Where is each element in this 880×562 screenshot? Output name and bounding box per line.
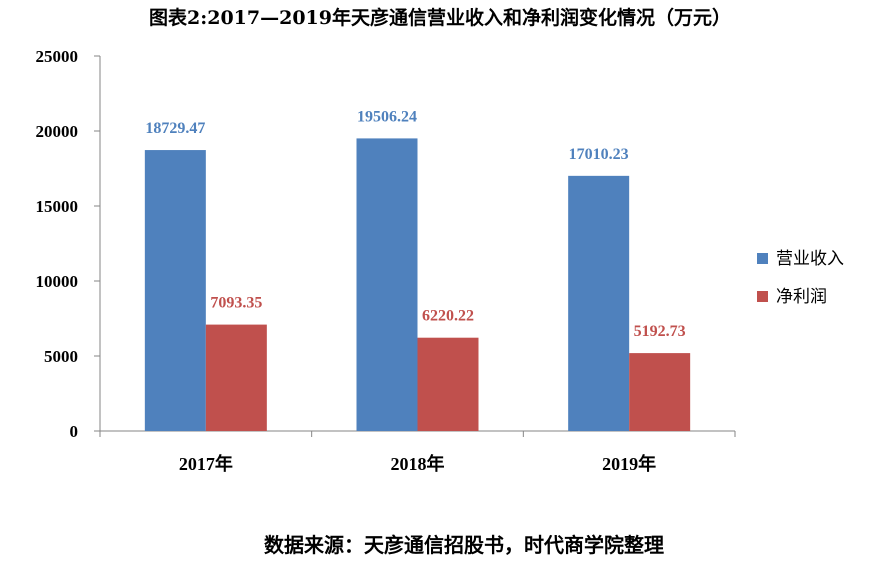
bar-revenue: [144, 150, 206, 431]
y-tick-label: 10000: [36, 272, 79, 291]
bar-net-profit: [205, 324, 267, 431]
y-tick-label: 0: [70, 422, 79, 441]
x-category-label: 2017年: [179, 453, 233, 474]
bar-net-profit: [417, 337, 479, 431]
y-tick-label: 5000: [44, 347, 78, 366]
legend-label: 净利润: [776, 287, 827, 307]
legend-swatch: [757, 253, 768, 264]
y-tick-label: 25000: [36, 47, 79, 66]
y-tick-label: 15000: [36, 197, 79, 216]
plot-area: 0 5000 10000 15000 20000 25000 18729.47 7093.35…: [36, 47, 736, 474]
data-label: 6220.22: [422, 308, 474, 325]
data-label: 18729.47: [145, 120, 205, 137]
source-note: 数据来源：天彦通信招股书，时代商学院整理: [264, 533, 664, 557]
data-label: 17010.23: [569, 146, 629, 163]
data-label: 7093.35: [210, 295, 262, 312]
chart-title: 图表2:2017—2019年天彦通信营业收入和净利润变化情况（万元）: [149, 6, 731, 29]
x-category-label: 2018年: [391, 453, 445, 474]
bar-revenue: [356, 138, 418, 431]
y-tick-label: 20000: [36, 122, 79, 141]
x-category-label: 2019年: [602, 453, 656, 474]
bar-revenue: [568, 175, 630, 431]
legend-swatch: [757, 291, 768, 302]
legend-label: 营业收入: [776, 249, 844, 269]
data-label: 5192.73: [634, 323, 686, 340]
bar-net-profit: [629, 353, 691, 431]
data-label: 19506.24: [357, 108, 417, 125]
